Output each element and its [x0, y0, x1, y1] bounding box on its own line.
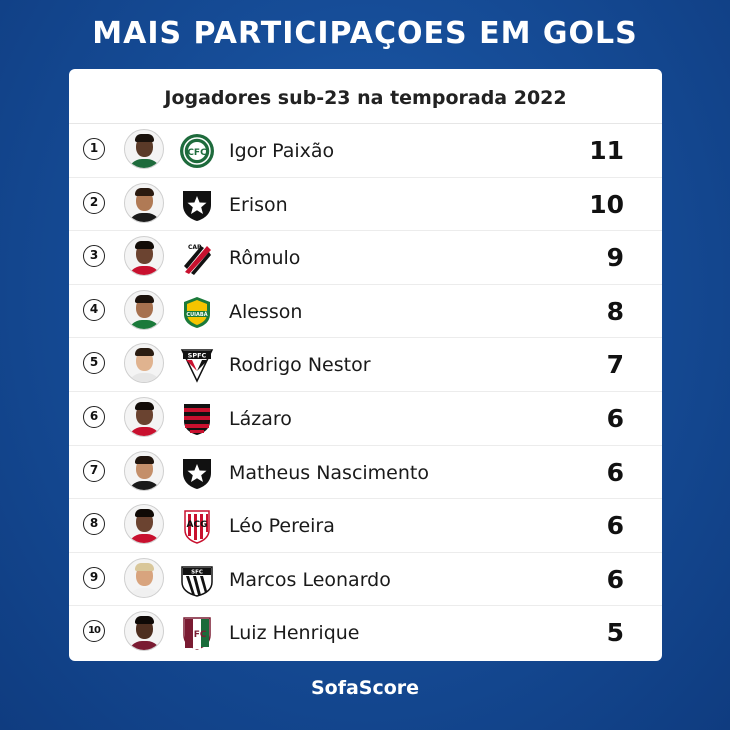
svg-text:ACG: ACG	[187, 520, 208, 530]
rank-badge: 5	[83, 352, 105, 375]
player-avatar	[124, 236, 164, 277]
player-name: Alesson	[229, 300, 303, 323]
atletico-goianiense-crest-icon: ACG	[184, 510, 210, 544]
goal-participations-value: 6	[606, 403, 624, 433]
ranking-row: 6 Lázaro 6	[69, 392, 662, 446]
sofascore-logo: SofaScore	[310, 677, 420, 699]
ranking-row: 1 CFC Igor Paixão 11	[69, 124, 662, 178]
ranking-row: 7 Matheus Nascimento 6	[69, 446, 662, 500]
player-name: Matheus Nascimento	[229, 461, 429, 484]
player-name: Marcos Leonardo	[229, 568, 391, 591]
player-name: Igor Paixão	[229, 140, 335, 162]
player-name: Luiz Henrique	[229, 622, 360, 645]
flamengo-crest-icon	[184, 403, 210, 435]
player-avatar	[124, 450, 164, 491]
goal-participations-value: 9	[606, 243, 624, 273]
ranking-row: 5 SPFC Rodrigo Nestor 7	[69, 338, 662, 392]
player-avatar	[124, 611, 164, 652]
svg-text:CAP: CAP	[188, 244, 202, 251]
rank-badge: 3	[83, 245, 105, 268]
cuiaba-crest-icon: CUIABÁ	[184, 296, 210, 328]
player-avatar	[124, 396, 164, 437]
goal-participations-value: 6	[606, 511, 624, 541]
svg-text:SPFC: SPFC	[188, 352, 207, 360]
player-name: Rômulo	[229, 247, 301, 270]
botafogo-crest-icon	[183, 190, 211, 221]
ranking-row: 8 ACG Léo Pereira 6	[69, 499, 662, 553]
goal-participations-value: 6	[606, 564, 624, 594]
botafogo-crest-icon	[183, 458, 211, 489]
goal-participations-value: 5	[606, 618, 624, 648]
player-name: Léo Pereira	[229, 515, 335, 538]
ranking-row: 10 FFC Luiz Henrique 5	[69, 606, 662, 660]
rank-badge: 10	[83, 620, 105, 643]
coritiba-crest-icon: CFC	[180, 134, 214, 168]
player-avatar	[124, 129, 164, 169]
athletico-paranaense-crest-icon: CAP	[184, 244, 211, 276]
svg-text:CUIABÁ: CUIABÁ	[186, 311, 207, 318]
svg-text:FFC: FFC	[188, 630, 207, 640]
santos-crest-icon: SFC	[181, 566, 213, 597]
player-name: Erison	[229, 193, 288, 216]
rank-badge: 4	[83, 298, 105, 321]
sao-paulo-crest-icon: SPFC	[180, 349, 214, 384]
rank-badge: 8	[83, 513, 105, 536]
headline-title: MAIS PARTICIPAÇOES EM GOLS	[92, 16, 638, 51]
goal-participations-value: 11	[589, 136, 624, 165]
player-avatar	[124, 289, 164, 330]
rank-badge: 9	[83, 566, 105, 589]
player-avatar	[124, 343, 164, 384]
card-subtitle: Jogadores sub-23 na temporada 2022	[69, 69, 662, 124]
ranking-row: 2 Erison 10	[69, 178, 662, 232]
goal-participations-value: 10	[589, 189, 624, 219]
rank-badge: 2	[83, 191, 105, 214]
svg-text:CFC: CFC	[187, 148, 207, 158]
goal-participations-value: 6	[606, 457, 624, 487]
rank-badge: 1	[83, 138, 105, 160]
goal-participations-value: 8	[606, 296, 624, 326]
player-avatar	[124, 557, 164, 598]
ranking-row: 9 SFC Marcos Leonardo 6	[69, 553, 662, 607]
ranking-row: 4 CUIABÁ Alesson 8	[69, 285, 662, 339]
goal-participations-value: 7	[606, 350, 624, 380]
player-name: Lázaro	[229, 407, 292, 430]
player-avatar	[124, 182, 164, 223]
svg-text:SFC: SFC	[191, 569, 203, 575]
player-avatar	[124, 504, 164, 545]
fluminense-crest-icon: FFC	[183, 617, 211, 651]
rank-badge: 6	[83, 405, 105, 428]
rank-badge: 7	[83, 459, 105, 482]
ranking-card: Jogadores sub-23 na temporada 2022 1 CFC…	[69, 69, 662, 661]
ranking-row: 3 CAP Rômulo 9	[69, 231, 662, 285]
player-name: Rodrigo Nestor	[229, 354, 371, 377]
